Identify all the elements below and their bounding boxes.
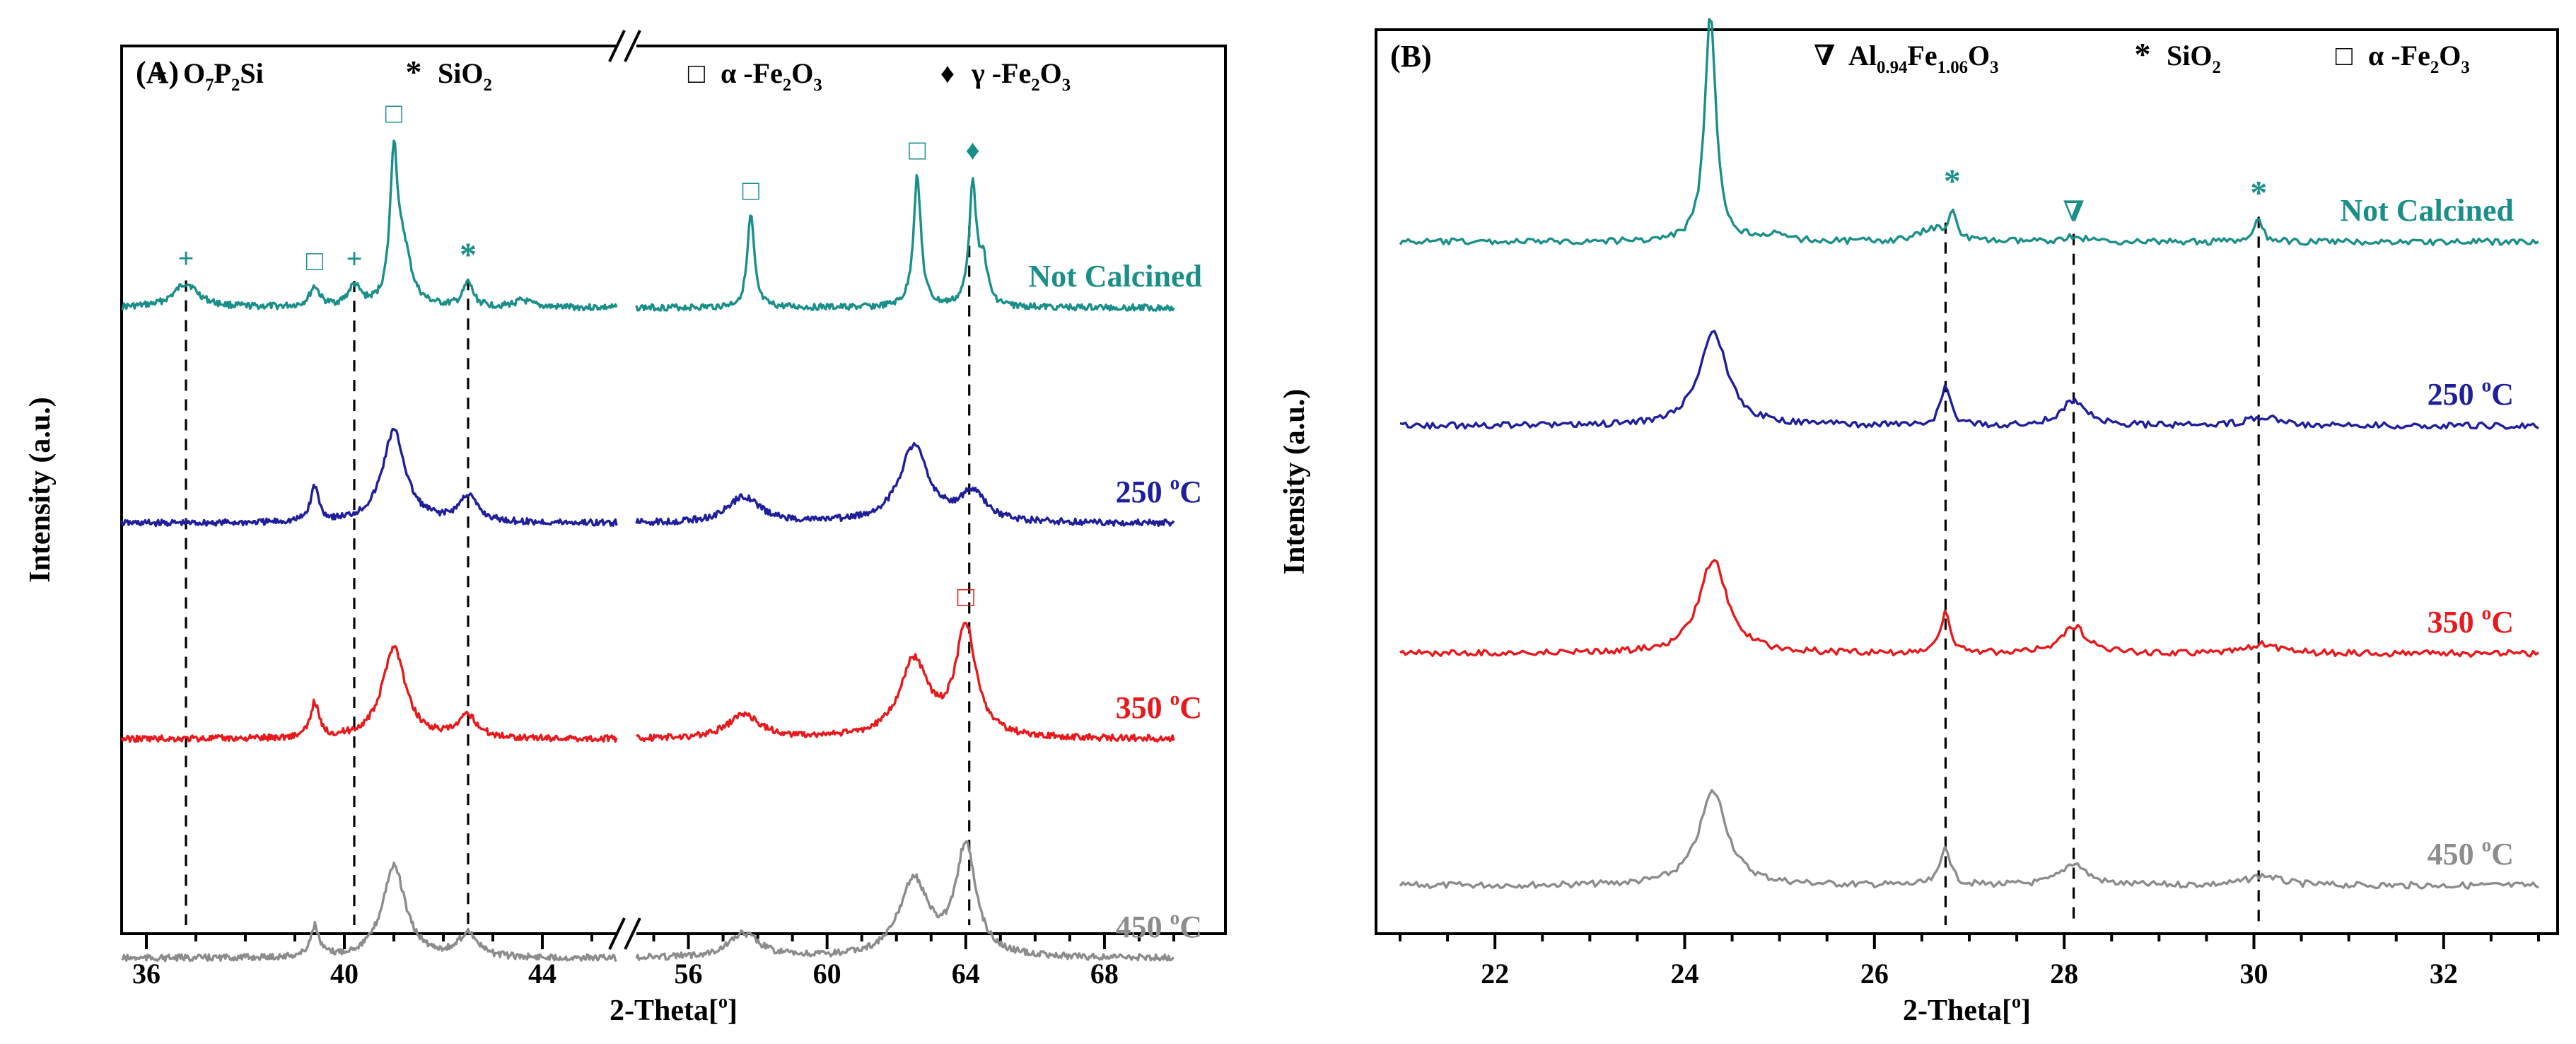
x-tick-label: 56	[675, 958, 703, 990]
panel-label: (A)	[136, 55, 179, 90]
x-tick-label: 28	[2050, 958, 2078, 990]
panel-a: (A) 36 40 44 56 60 64 68 Intensity (a.u.) 2-Theta…	[24, 30, 1227, 1027]
x-tick-label: 30	[2240, 958, 2268, 990]
series-label: 350 o​C	[1116, 688, 1202, 725]
series-line	[120, 644, 618, 743]
phase-marker: ∇	[2063, 196, 2085, 228]
legend-symbol: +	[151, 57, 168, 89]
legend-symbol: □	[2336, 40, 2353, 71]
phase-marker: □	[742, 175, 759, 207]
series-label: 250 o​C	[2428, 375, 2514, 412]
panel-b: (B) 22 24 26 28 30 32 Intensity (a.u.) 2-Theta[o…	[1278, 0, 2559, 1027]
phase-marker: □	[306, 245, 323, 277]
series-line	[1399, 330, 2539, 430]
series-label: 450 o​C	[1116, 907, 1202, 944]
legend-symbol: ♦	[940, 57, 955, 89]
phase-marker: *	[1944, 163, 1961, 200]
x-tick-label: 36	[132, 958, 161, 990]
x-tick-label: 64	[952, 958, 980, 990]
axis-break-mark	[624, 30, 641, 62]
phase-marker: +	[346, 243, 363, 274]
x-tick-label: 32	[2430, 958, 2458, 990]
panel-label: (B)	[1390, 39, 1432, 74]
legend-entry: γ -Fe2​O3​	[971, 57, 1071, 95]
legend-symbol: ∇	[1814, 40, 1835, 71]
x-tick-label: 24	[1671, 958, 1699, 990]
plot-frame	[120, 45, 1227, 935]
phase-marker: □	[1702, 0, 1719, 4]
plot-frame	[1375, 28, 2559, 935]
x-axis-label: 2-Theta[o​]	[1903, 991, 2031, 1027]
series-line	[1399, 18, 2539, 247]
series-line	[635, 840, 1175, 962]
x-tick-label: 44	[528, 958, 556, 990]
phase-marker: □	[909, 134, 926, 166]
y-axis-label: Intensity (a.u.)	[1278, 389, 1311, 575]
legend-entry: α -Fe2​O3​	[721, 57, 822, 95]
legend-symbol: *	[2135, 36, 2151, 72]
x-tick-label: 26	[1860, 958, 1889, 990]
series-line	[121, 862, 617, 963]
series-line	[635, 442, 1175, 527]
series-label: 350 o​C	[2428, 603, 2514, 639]
axis-break-mark	[608, 30, 626, 62]
series-line	[635, 174, 1175, 312]
legend-symbol: □	[688, 57, 705, 89]
axis-break-mark	[608, 917, 626, 950]
x-tick-label: 68	[1090, 958, 1119, 990]
series-line	[121, 139, 618, 312]
y-axis-label: Intensity (a.u.)	[24, 397, 57, 583]
legend-symbol: *	[406, 54, 422, 90]
legend-entry: Al0.94​Fe1.06​O3​	[1848, 40, 1999, 77]
series-line	[636, 621, 1175, 743]
series-label: Not Calcined	[1028, 259, 1202, 294]
legend-entry: O7​P2​Si	[183, 57, 264, 95]
series-label: 250 o​C	[1116, 472, 1202, 509]
phase-marker: *	[2250, 174, 2267, 211]
x-tick-label: 60	[813, 958, 841, 990]
phase-marker: ♦	[965, 134, 979, 166]
legend-entry: α -Fe2​O3​	[2368, 40, 2470, 77]
x-tick-label: 22	[1481, 958, 1509, 990]
series-line	[1399, 559, 2539, 658]
series-line	[1399, 789, 2539, 890]
phase-marker: +	[178, 243, 194, 274]
x-tick-label: 40	[330, 958, 359, 990]
legend-entry: SiO2​	[438, 57, 492, 95]
phase-marker: □	[957, 581, 974, 613]
legend-entry: SiO2​	[2167, 40, 2221, 77]
series-line	[120, 427, 618, 528]
phase-marker: □	[385, 98, 402, 129]
x-axis-label: 2-Theta[o​]	[610, 991, 738, 1027]
phase-marker: *	[460, 236, 477, 274]
series-label: 450 o​C	[2428, 835, 2514, 871]
axis-break-mark	[624, 917, 641, 950]
series-label: Not Calcined	[2340, 193, 2514, 228]
